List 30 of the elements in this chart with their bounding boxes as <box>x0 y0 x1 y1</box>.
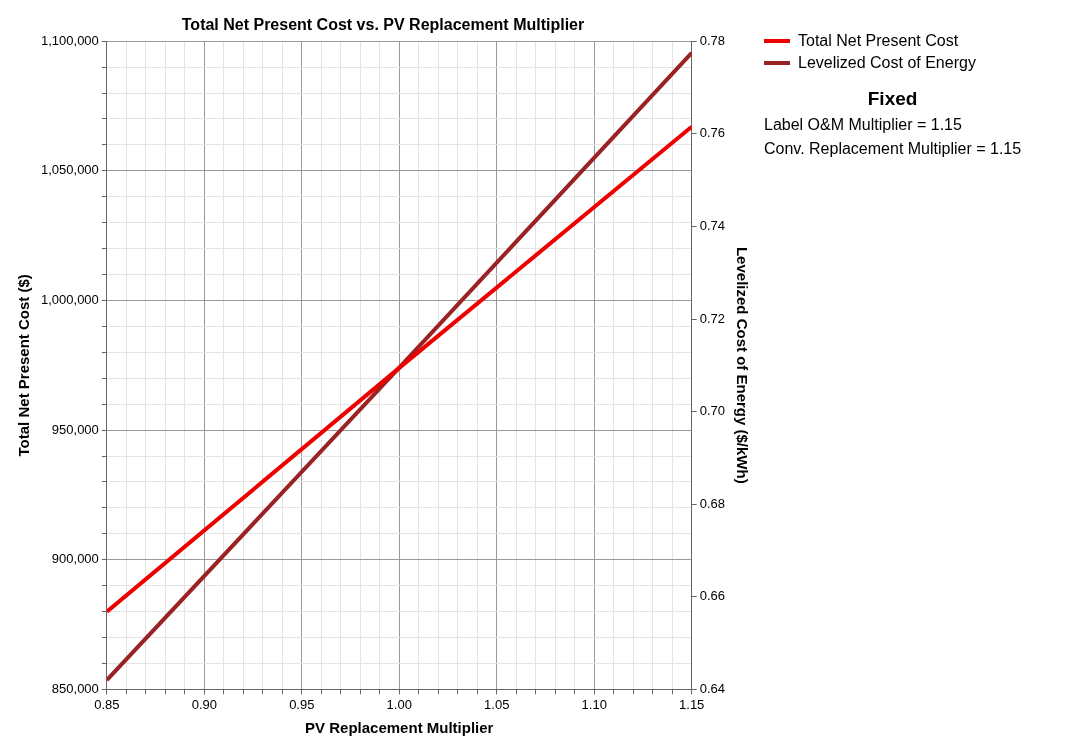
x-tick-label: 0.85 <box>94 696 120 712</box>
text: Fixed <box>866 88 919 110</box>
y2-tick-label: 0.66 <box>699 588 726 604</box>
text: Label O&M Multiplier = 1.15 <box>764 116 963 134</box>
y2-tick-label: 0.78 <box>699 32 726 48</box>
y2-tick-label: 0.64 <box>699 680 726 696</box>
y2-tick-label: 0.70 <box>699 403 726 419</box>
y2-axis-title: Levelized Cost of Energy ($/kWh) <box>733 246 751 484</box>
x-tick-label: 0.90 <box>191 696 217 712</box>
y-tick-label: 850,000 <box>51 680 99 696</box>
y-tick-label: 1,100,000 <box>40 32 99 48</box>
y-tick-label: 900,000 <box>51 551 99 567</box>
y2-tick-label: 0.72 <box>699 310 726 326</box>
chart-title: Total Net Present Cost vs. PV Replacement Multiplier <box>181 16 585 34</box>
x-axis-title: PV Replacement Multiplier <box>305 719 494 737</box>
x-tick-label: 1.10 <box>581 696 607 712</box>
x-tick-label: 1.00 <box>386 696 412 712</box>
text: Conv. Replacement Multiplier = 1.15 <box>764 140 1022 158</box>
x-tick-label: 1.05 <box>484 696 510 712</box>
y2-tick-label: 0.74 <box>699 217 726 233</box>
y-tick-label: 950,000 <box>51 421 99 437</box>
y-tick-label: 1,050,000 <box>40 162 99 178</box>
y2-tick-label: 0.68 <box>699 495 726 511</box>
x-tick-label: 1.15 <box>679 696 705 712</box>
y-tick-label: 1,000,000 <box>40 292 99 308</box>
legend-label: Levelized Cost of Energy <box>798 54 976 72</box>
x-tick-label: 0.95 <box>289 696 315 712</box>
y-axis-title: Total Net Present Cost ($) <box>15 274 33 457</box>
y2-tick-label: 0.76 <box>699 125 726 141</box>
legend-label: Total Net Present Cost <box>798 32 959 50</box>
